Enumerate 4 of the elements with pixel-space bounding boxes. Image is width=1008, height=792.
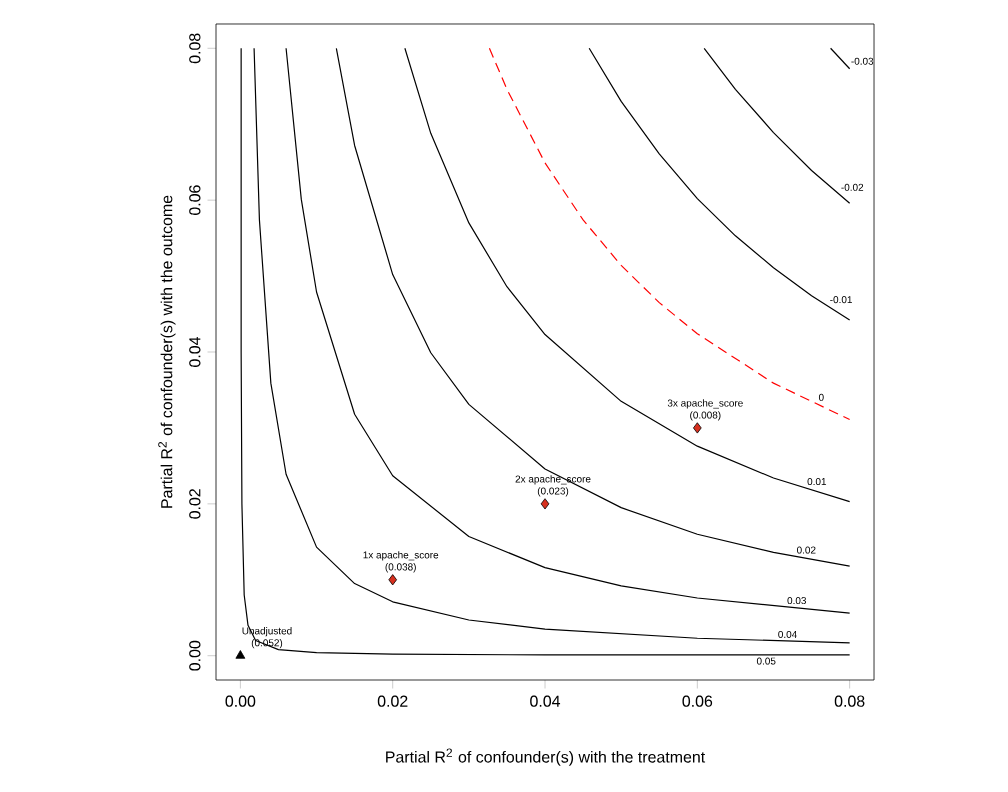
point: [540, 498, 550, 510]
point: [693, 422, 702, 434]
point: [235, 650, 246, 659]
point: [388, 574, 397, 586]
